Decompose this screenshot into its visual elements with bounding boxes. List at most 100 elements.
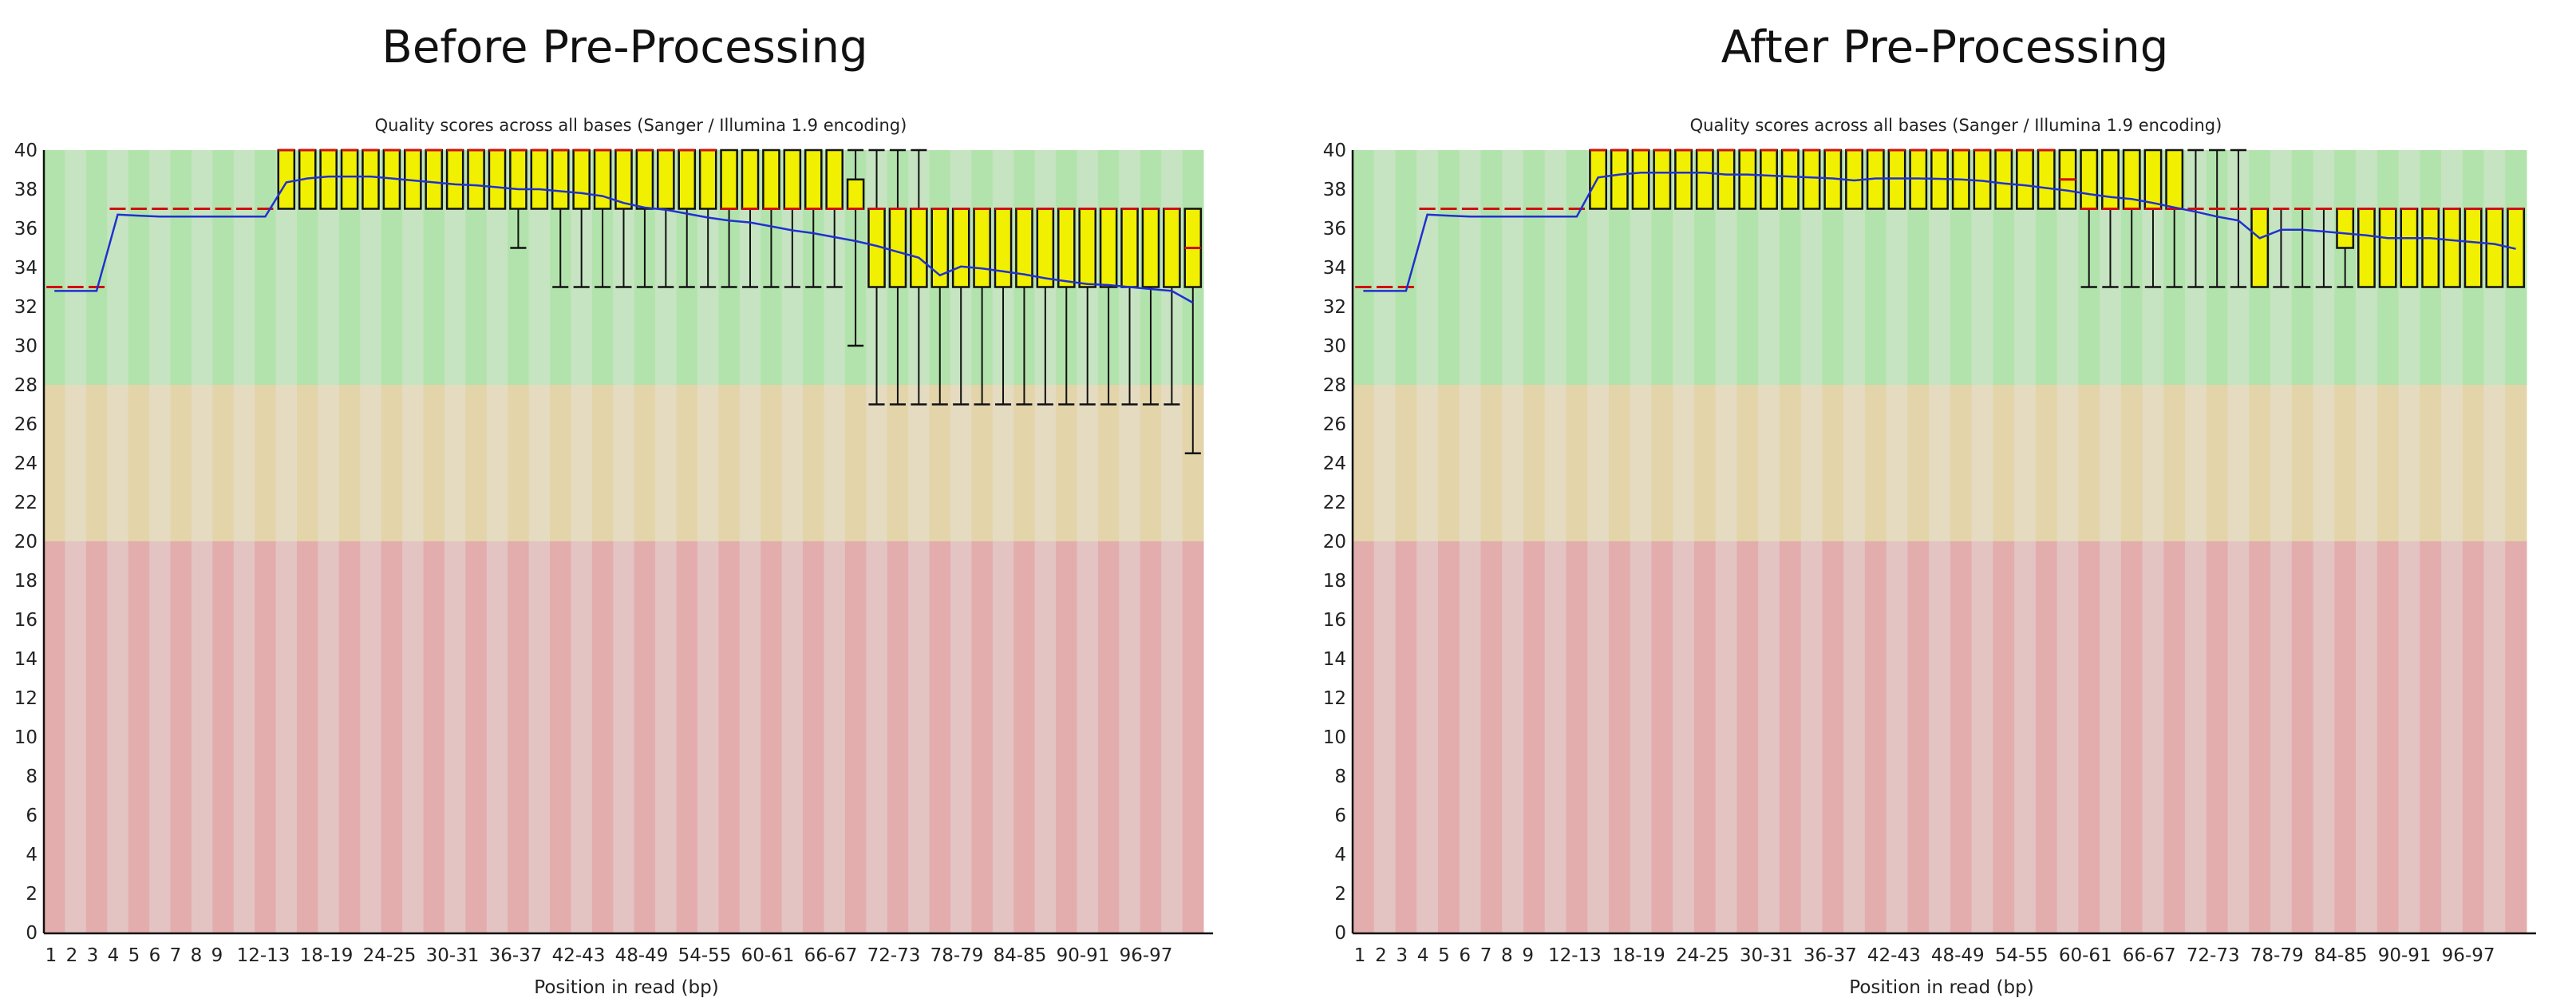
zone-warn-stripe (528, 385, 551, 541)
zone-warn-stripe (1480, 385, 1503, 541)
zone-warn-stripe (360, 385, 382, 541)
quartile-box (2250, 208, 2270, 288)
mean-quality-line (1363, 171, 2516, 292)
quartile-box (1163, 208, 1181, 288)
zone-warn-stripe (2420, 385, 2442, 541)
zone-warn-stripe (2227, 385, 2250, 541)
zone-bad-stripe (1034, 541, 1057, 933)
zone-warn-stripe (65, 385, 87, 541)
zone-bad-stripe (1886, 541, 1908, 933)
zone-bad-stripe (676, 541, 698, 933)
y-tick-label: 30 (14, 336, 38, 357)
quartile-box (678, 149, 697, 210)
zone-warn-stripe (1693, 385, 1717, 541)
zone-warn-stripe (1864, 385, 1887, 541)
zone-warn-stripe (634, 385, 656, 541)
zone-bad-stripe (255, 541, 277, 933)
zone-warn-stripe (1715, 385, 1737, 541)
zone-bad-stripe (1800, 541, 1823, 933)
zone-bad-stripe (2035, 541, 2058, 933)
quartile-box (1760, 149, 1778, 210)
quartile-box (2101, 149, 2120, 210)
y-tick-label: 32 (1323, 297, 1346, 318)
zone-warn-stripe (1353, 385, 1375, 541)
x-tick-label: 96-97 (2442, 945, 2495, 966)
zone-bad-stripe (1929, 541, 1951, 933)
y-tick-label: 10 (1323, 727, 1346, 748)
quartile-box (1994, 149, 2013, 210)
quartile-box (720, 149, 738, 210)
x-tick-label: 84-85 (994, 945, 1047, 966)
zone-warn-stripe (697, 385, 719, 541)
quartile-box (551, 149, 570, 210)
zone-bad-stripe (1416, 541, 1439, 933)
zone-warn-stripe (381, 385, 403, 541)
quartile-box (973, 208, 991, 288)
x-tick-label: 12-13 (1548, 945, 1602, 966)
zone-warn-stripe (318, 385, 340, 541)
zone-warn-stripe (2441, 385, 2463, 541)
zone-bad-stripe (761, 541, 783, 933)
x-tick-label: 3 (1396, 945, 1408, 966)
zone-good-stripe (1353, 150, 1375, 385)
quartile-box (2378, 208, 2397, 288)
x-axis-title: Position in read (bp) (534, 977, 718, 998)
x-tick-label: 90-91 (2378, 945, 2432, 966)
zone-bad-stripe (1013, 541, 1036, 933)
zone-warn-stripe (550, 385, 571, 541)
quartile-box (1057, 208, 1076, 288)
quartile-box (2442, 208, 2461, 288)
x-tick-label: 54-55 (678, 945, 732, 966)
y-tick-label: 0 (1334, 923, 1346, 944)
zone-bad-stripe (2078, 541, 2100, 933)
zone-bad-stripe (1459, 541, 1481, 933)
zone-bad-stripe (2356, 541, 2378, 933)
zone-bad-stripe (107, 541, 129, 933)
zone-bad-stripe (1056, 541, 1077, 933)
quartile-box (846, 178, 865, 210)
y-tick-label: 38 (14, 180, 38, 200)
quartile-box (1717, 149, 1736, 210)
y-tick-label: 30 (1323, 336, 1346, 357)
zone-good-stripe (1459, 150, 1481, 385)
zone-bad-stripe (360, 541, 382, 933)
zone-bad-stripe (2483, 541, 2506, 933)
zone-good-stripe (1544, 150, 1567, 385)
zone-bad-stripe (697, 541, 719, 933)
zone-bad-stripe (65, 541, 87, 933)
x-tick-label: 42-43 (552, 945, 606, 966)
quartile-box (1738, 149, 1757, 210)
mean-quality-line (54, 175, 1194, 304)
zone-warn-stripe (908, 385, 930, 541)
zone-bad-stripe (571, 541, 593, 933)
y-tick-label: 24 (14, 453, 38, 474)
zone-good-stripe (233, 150, 255, 385)
zone-warn-stripe (2120, 385, 2143, 541)
quartile-box (530, 149, 549, 210)
zone-bad-stripe (2505, 541, 2527, 933)
zone-warn-stripe (2100, 385, 2122, 541)
zone-bad-stripe (1097, 541, 1120, 933)
zone-warn-stripe (803, 385, 824, 541)
quartile-box (1780, 149, 1800, 210)
x-tick-label: 8 (191, 945, 203, 966)
zone-warn-stripe (297, 385, 318, 541)
zone-good-stripe (107, 150, 129, 385)
y-tick-label: 32 (14, 297, 38, 318)
y-tick-label: 14 (14, 649, 38, 670)
zone-warn-stripe (1566, 385, 1588, 541)
y-tick-label: 12 (14, 688, 38, 709)
zone-warn-stripe (508, 385, 530, 541)
zone-bad-stripe (486, 541, 508, 933)
y-tick-label: 8 (26, 766, 38, 787)
zone-warn-stripe (2185, 385, 2207, 541)
y-tick-label: 18 (1323, 571, 1346, 592)
zone-good-stripe (149, 150, 172, 385)
zone-bad-stripe (275, 541, 298, 933)
x-tick-label: 96-97 (1120, 945, 1173, 966)
y-tick-label: 40 (14, 141, 38, 161)
zone-bad-stripe (971, 541, 994, 933)
zone-warn-stripe (1950, 385, 1973, 541)
zone-bad-stripe (85, 541, 108, 933)
